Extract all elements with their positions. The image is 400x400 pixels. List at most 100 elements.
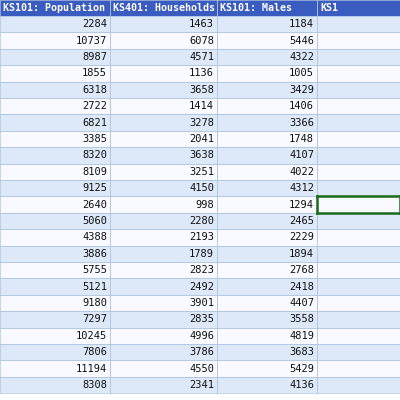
Bar (110, 180, 217, 196)
Text: 8308: 8308 (82, 380, 107, 390)
Bar (110, 295, 217, 311)
Bar (0, 246, 110, 262)
Bar (110, 229, 217, 246)
Bar (317, 147, 400, 164)
Text: 6821: 6821 (82, 118, 107, 128)
Text: 3366: 3366 (289, 118, 314, 128)
Bar (317, 377, 400, 393)
Bar (0, 344, 110, 360)
Bar (110, 49, 217, 65)
Bar (110, 0, 217, 16)
Bar (0, 131, 110, 147)
Text: 2418: 2418 (289, 282, 314, 292)
Text: 4312: 4312 (289, 183, 314, 193)
Bar (0, 0, 110, 16)
Bar (0, 32, 110, 49)
Bar (317, 65, 400, 82)
Text: 3901: 3901 (189, 298, 214, 308)
Bar (0, 377, 110, 393)
Bar (317, 295, 400, 311)
Bar (317, 16, 400, 32)
Bar (217, 377, 317, 393)
Text: 4107: 4107 (289, 150, 314, 160)
Text: 3658: 3658 (189, 85, 214, 95)
Text: 3786: 3786 (189, 347, 214, 357)
Text: 6318: 6318 (82, 85, 107, 95)
Text: 1414: 1414 (189, 101, 214, 111)
Text: 3278: 3278 (189, 118, 214, 128)
Text: 9180: 9180 (82, 298, 107, 308)
Bar (217, 262, 317, 278)
Text: 2280: 2280 (189, 216, 214, 226)
Bar (217, 328, 317, 344)
Bar (317, 344, 400, 360)
Bar (110, 147, 217, 164)
Bar (217, 65, 317, 82)
Text: 10245: 10245 (76, 331, 107, 341)
Bar (0, 262, 110, 278)
Bar (110, 311, 217, 328)
Bar (0, 147, 110, 164)
Bar (110, 360, 217, 377)
Text: 5446: 5446 (289, 36, 314, 46)
Text: 4388: 4388 (82, 232, 107, 242)
Bar (217, 360, 317, 377)
Bar (217, 114, 317, 131)
Bar (217, 147, 317, 164)
Text: 2229: 2229 (289, 232, 314, 242)
Text: 7297: 7297 (82, 314, 107, 324)
Bar (0, 49, 110, 65)
Bar (217, 246, 317, 262)
Bar (217, 213, 317, 229)
Bar (317, 278, 400, 295)
Bar (217, 164, 317, 180)
Text: 8987: 8987 (82, 52, 107, 62)
Text: 5121: 5121 (82, 282, 107, 292)
Bar (217, 180, 317, 196)
Text: 4136: 4136 (289, 380, 314, 390)
Bar (317, 196, 400, 213)
Bar (0, 360, 110, 377)
Bar (217, 98, 317, 114)
Bar (317, 98, 400, 114)
Text: 2722: 2722 (82, 101, 107, 111)
Bar (317, 229, 400, 246)
Bar (110, 246, 217, 262)
Text: 4996: 4996 (189, 331, 214, 341)
Text: 2768: 2768 (289, 265, 314, 275)
Text: 1748: 1748 (289, 134, 314, 144)
Bar (317, 246, 400, 262)
Bar (317, 213, 400, 229)
Bar (217, 131, 317, 147)
Bar (317, 164, 400, 180)
Text: KS401: Households: KS401: Households (113, 3, 215, 13)
Text: 1005: 1005 (289, 68, 314, 78)
Bar (0, 229, 110, 246)
Text: 4150: 4150 (189, 183, 214, 193)
Bar (317, 131, 400, 147)
Bar (110, 98, 217, 114)
Text: 5755: 5755 (82, 265, 107, 275)
Text: 4022: 4022 (289, 167, 314, 177)
Bar (317, 262, 400, 278)
Bar (0, 311, 110, 328)
Bar (110, 164, 217, 180)
Bar (110, 344, 217, 360)
Text: 2835: 2835 (189, 314, 214, 324)
Text: 2041: 2041 (189, 134, 214, 144)
Text: 5429: 5429 (289, 364, 314, 374)
Text: 1184: 1184 (289, 19, 314, 29)
Bar (0, 213, 110, 229)
Text: 3558: 3558 (289, 314, 314, 324)
Text: 2492: 2492 (189, 282, 214, 292)
Bar (317, 328, 400, 344)
Text: KS1: KS1 (320, 3, 338, 13)
Text: 4571: 4571 (189, 52, 214, 62)
Text: 1406: 1406 (289, 101, 314, 111)
Text: 1463: 1463 (189, 19, 214, 29)
Text: 10737: 10737 (76, 36, 107, 46)
Text: 2823: 2823 (189, 265, 214, 275)
Bar (317, 82, 400, 98)
Text: 4407: 4407 (289, 298, 314, 308)
Text: 4550: 4550 (189, 364, 214, 374)
